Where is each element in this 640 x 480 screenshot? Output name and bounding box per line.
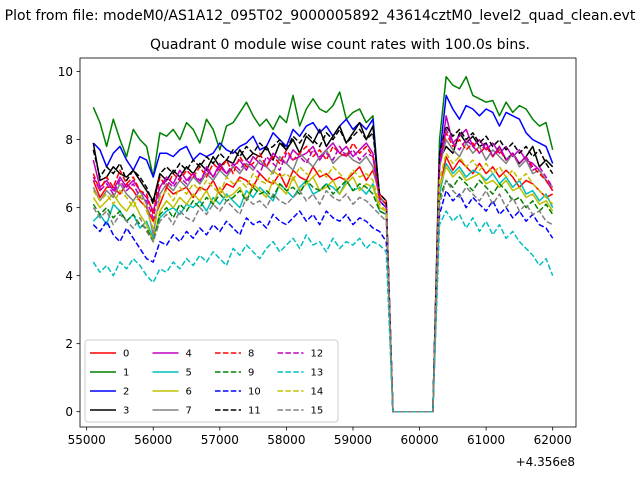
chart-title: Quadrant 0 module wise count rates with …: [150, 37, 530, 53]
x-tick-label: 56000: [134, 433, 172, 447]
x-tick-label: 61000: [467, 433, 505, 447]
x-tick-label: 59000: [334, 433, 372, 447]
legend-label: 9: [248, 368, 254, 379]
legend-label: 12: [311, 349, 324, 360]
series-line-14: [92, 152, 554, 413]
series-line-11: [92, 125, 554, 413]
figure-suptitle: Plot from file: modeM0/AS1A12_095T02_900…: [5, 8, 636, 24]
legend-label: 15: [311, 406, 324, 417]
series-layer: [92, 75, 554, 413]
series-line-15: [92, 179, 554, 413]
legend-label: 0: [123, 349, 129, 360]
legend-label: 7: [186, 406, 192, 417]
y-tick-label: 4: [65, 269, 73, 283]
series-line-12: [92, 128, 554, 413]
x-tick-label: 55000: [68, 433, 106, 447]
y-tick-label: 8: [65, 133, 73, 147]
legend-label: 2: [123, 387, 129, 398]
axes-frame: [79, 57, 577, 428]
series-line-1: [92, 75, 554, 413]
y-tick-label: 0: [65, 405, 73, 419]
axes-layer: 55000 56000 57000 58000 59000 60000 61000 62000…: [58, 57, 577, 447]
y-tick-label: 6: [65, 201, 73, 215]
series-line-10: [92, 189, 554, 413]
legend-label: 14: [311, 387, 324, 398]
legend-label: 10: [248, 387, 261, 398]
x-tick-label: 60000: [400, 433, 438, 447]
legend-label: 11: [248, 406, 261, 417]
legend-label: 4: [186, 349, 192, 360]
series-line-6: [92, 166, 554, 413]
legend-box: [84, 339, 339, 423]
legend-label: 5: [186, 368, 192, 379]
series-line-9: [92, 176, 554, 413]
legend-label: 13: [311, 368, 324, 379]
series-line-13: [92, 210, 554, 413]
x-offset-label: +4.356e8: [516, 455, 575, 469]
x-tick-label: 62000: [534, 433, 572, 447]
legend-label: 6: [186, 387, 192, 398]
legend-label: 8: [248, 349, 254, 360]
legend-label: 3: [123, 406, 129, 417]
x-tick-label: 58000: [267, 433, 305, 447]
y-tick-label: 10: [58, 65, 73, 79]
legend-label: 1: [123, 368, 129, 379]
x-tick-label: 57000: [201, 433, 239, 447]
series-line-0: [92, 155, 554, 413]
series-line-2: [92, 94, 554, 413]
y-tick-label: 2: [65, 337, 73, 351]
